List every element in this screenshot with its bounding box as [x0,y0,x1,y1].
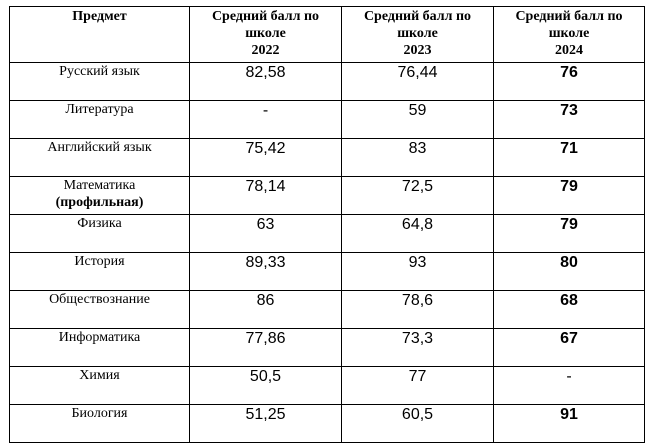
table-body: Русский язык 82,58 76,44 76 Литература -59 73 А… [9,62,645,443]
subject-name: Информатика [58,330,141,345]
header-row: Предмет Средний балл по школе 2022 Средн… [9,6,645,63]
score-2022-cell: 63 [189,214,342,253]
subject-name: Химия [79,368,120,383]
subject-cell: Русский язык [9,62,190,101]
subject-name: Биология [71,406,128,421]
subject-name: Физика [77,216,122,231]
header-2023-line2: школе [397,26,438,41]
score-2024-cell: 76 [493,62,645,101]
table-row: Обществознание 86 78,6 68 [9,290,645,329]
subject-name: Русский язык [59,64,140,79]
subject-name: Математика [63,178,136,193]
score-2022-cell: 51,25 [189,404,342,443]
score-2024-cell: 79 [493,214,645,253]
subject-cell: Биология [9,404,190,443]
subject-name: Английский язык [47,140,152,155]
subject-name: История [74,254,125,269]
subject-cell: Информатика [9,328,190,367]
header-subject: Предмет [9,6,190,63]
subject-cell: Литература [9,100,190,139]
grade-table: Предмет Средний балл по школе 2022 Средн… [9,6,645,443]
header-2023-line3: 2023 [403,43,432,58]
subject-cell: Математика (профильная) [9,176,190,215]
score-2024-cell: 68 [493,290,645,329]
subject-note: (профильная) [55,195,144,210]
header-2023-line1: Средний балл по [363,9,472,24]
table-row: Физика 63 64,8 79 [9,214,645,253]
table-row: Информатика 77,86 73,3 67 [9,328,645,367]
table-row: Русский язык 82,58 76,44 76 [9,62,645,101]
score-2024-cell: 80 [493,252,645,291]
score-2023-cell: 64,8 [341,214,494,253]
subject-cell: Английский язык [9,138,190,177]
score-2023-cell: 76,44 [341,62,494,101]
score-2022-cell: 82,58 [189,62,342,101]
subject-name: Литература [65,102,134,117]
header-2024-line2: школе [548,26,590,41]
subject-cell: История [9,252,190,291]
score-2024-cell: 91 [493,404,645,443]
score-2024-cell: 79 [493,176,645,215]
subject-name: Обществознание [49,292,150,307]
header-2023: Средний балл по школе 2023 [341,6,494,63]
score-2022-cell: 75,42 [189,138,342,177]
score-2024-cell: 67 [493,328,645,367]
score-2023-cell: 72,5 [341,176,494,215]
header-2022-line3: 2022 [251,43,280,58]
header-2024: Средний балл по школе 2024 [493,6,645,63]
score-2023-cell: 73,3 [341,328,494,367]
header-2024-line1: Средний балл по [515,9,623,24]
table-header: Предмет Средний балл по школе 2022 Средн… [9,6,645,63]
score-2022-cell: 89,33 [189,252,342,291]
score-2022-cell: - [189,100,342,139]
header-2024-line3: 2024 [555,43,583,58]
header-2022: Средний балл по школе 2022 [189,6,342,63]
score-2023-cell: 60,5 [341,404,494,443]
subject-cell: Обществознание [9,290,190,329]
score-2022-cell: 78,14 [189,176,342,215]
score-2024-cell: 73 [493,100,645,139]
score-2023-cell: 93 [341,252,494,291]
table-row: Химия 50,5 77- [9,366,645,405]
score-2022-cell: 86 [189,290,342,329]
table-row: Математика (профильная) 78,14 72,5 79 [9,176,645,215]
score-2023-cell: 77 [341,366,494,405]
table-row: История 89,33 93 80 [9,252,645,291]
score-2023-cell: 59 [341,100,494,139]
subject-cell: Физика [9,214,190,253]
subject-cell: Химия [9,366,190,405]
score-2022-cell: 50,5 [189,366,342,405]
table-row: Биология 51,25 60,5 91 [9,404,645,443]
table-row: Литература -59 73 [9,100,645,139]
score-2024-cell: 71 [493,138,645,177]
score-2022-cell: 77,86 [189,328,342,367]
table-row: Английский язык 75,42 83 71 [9,138,645,177]
score-2024-cell: - [493,366,645,405]
score-2023-cell: 83 [341,138,494,177]
header-2022-line2: школе [245,26,286,41]
header-2022-line1: Средний балл по [211,9,320,24]
score-2023-cell: 78,6 [341,290,494,329]
